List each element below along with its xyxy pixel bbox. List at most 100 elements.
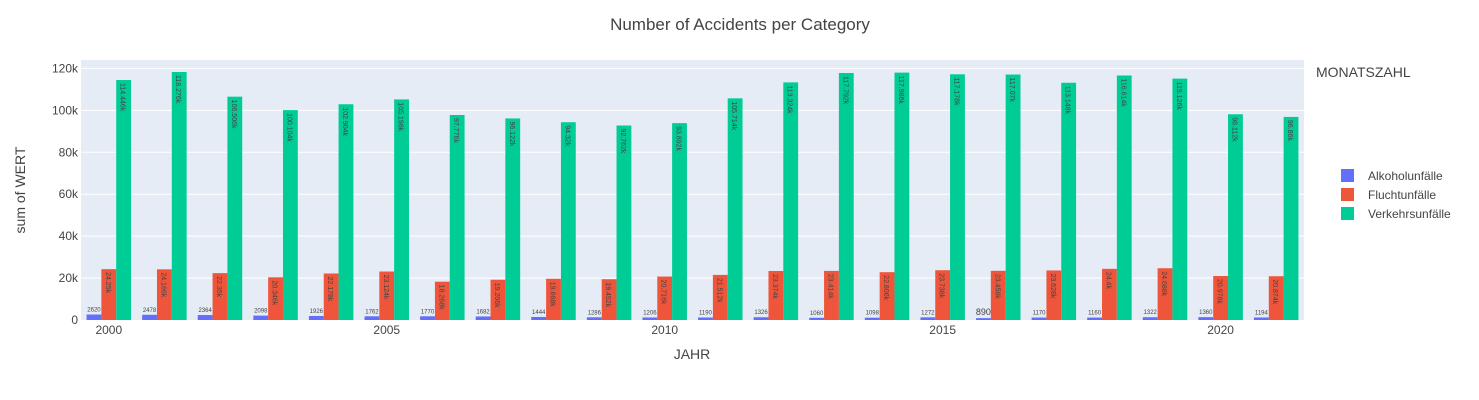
bar[interactable] (935, 270, 951, 320)
bar[interactable] (475, 316, 491, 320)
bar[interactable] (698, 317, 713, 320)
bar[interactable] (809, 317, 825, 320)
bar[interactable] (1157, 268, 1173, 320)
bar[interactable] (86, 314, 102, 320)
bar[interactable] (864, 317, 880, 320)
bar[interactable] (1142, 317, 1158, 320)
x-tick-label: 2015 (929, 323, 956, 337)
bar[interactable] (434, 281, 450, 320)
bar[interactable] (1213, 276, 1229, 320)
bar[interactable] (1268, 276, 1284, 320)
bar[interactable] (1253, 317, 1269, 320)
bar[interactable] (672, 123, 687, 321)
data-label: 19.206k (493, 283, 500, 308)
data-label: 2478 (143, 308, 157, 314)
bar[interactable] (976, 318, 991, 320)
data-label: 114.446k (119, 83, 126, 112)
data-label: 24.166k (159, 272, 166, 297)
bar[interactable] (142, 314, 157, 320)
data-label: 113.148k (1064, 86, 1071, 115)
legend-swatch (1341, 207, 1354, 220)
bar[interactable] (394, 99, 409, 320)
bar[interactable] (1061, 82, 1077, 320)
bar[interactable] (1283, 116, 1299, 320)
data-label: 24.25k (104, 272, 111, 294)
bar[interactable] (894, 72, 910, 320)
data-label: 117.986k (897, 76, 904, 105)
data-label: 106.506k (230, 100, 237, 129)
bar[interactable] (783, 82, 799, 320)
bar[interactable] (227, 96, 243, 320)
bar[interactable] (338, 104, 354, 320)
bar[interactable] (838, 73, 854, 320)
data-label: 20.716k (660, 280, 667, 305)
chart-title: Number of Accidents per Category (610, 15, 870, 34)
legend-item[interactable]: Alkoholunfälle (1341, 169, 1443, 183)
bar[interactable] (253, 315, 269, 320)
bar[interactable] (616, 125, 632, 321)
legend-item[interactable]: Verkehrsunfälle (1341, 207, 1451, 221)
bar[interactable] (212, 273, 228, 320)
bar[interactable] (1198, 317, 1214, 320)
bar[interactable] (950, 74, 965, 320)
bar[interactable] (920, 317, 936, 320)
y-axis-ticks: 0 20k 40k 60k 80k 100k 120k (52, 61, 79, 327)
bar[interactable] (156, 269, 172, 320)
data-label: 116.614k (1119, 78, 1126, 107)
data-label: 1762 (365, 309, 379, 315)
bar[interactable] (531, 316, 547, 320)
data-label: 118.276k (174, 75, 181, 104)
bar[interactable] (449, 114, 465, 320)
data-label: 1160 (1088, 311, 1102, 317)
bar[interactable] (601, 279, 617, 320)
y-tick-label: 80k (59, 145, 79, 159)
bar[interactable] (1087, 317, 1103, 320)
legend-label: Alkoholunfälle (1368, 169, 1443, 183)
bar[interactable] (308, 315, 324, 320)
bar[interactable] (323, 273, 339, 320)
data-label: 22.35k (215, 276, 222, 298)
bar[interactable] (712, 274, 728, 320)
data-label: 18.268k (437, 285, 444, 310)
bar[interactable] (171, 72, 187, 320)
bar[interactable] (990, 270, 1006, 320)
bar[interactable] (586, 317, 602, 320)
bar[interactable] (420, 316, 435, 320)
bar[interactable] (1046, 270, 1062, 320)
bar[interactable] (364, 316, 380, 320)
bar[interactable] (642, 317, 658, 320)
bar[interactable] (727, 98, 743, 320)
data-label: 1322 (1144, 310, 1158, 316)
bar[interactable] (1031, 317, 1047, 320)
bar[interactable] (1102, 268, 1117, 320)
bar[interactable] (879, 272, 895, 320)
bar[interactable] (546, 278, 561, 320)
data-label: 1098 (866, 311, 880, 317)
x-axis-ticks: 2000 2005 2010 2015 2020 (95, 323, 1234, 337)
bar[interactable] (768, 270, 784, 320)
bar[interactable] (268, 277, 283, 320)
data-label: 23.374k (771, 274, 778, 299)
bar[interactable] (824, 270, 839, 320)
bar[interactable] (379, 271, 395, 320)
bar[interactable] (753, 317, 769, 320)
legend-title: MONATSZAHL (1316, 64, 1411, 80)
bar[interactable] (116, 80, 132, 320)
data-label: 102.904k (341, 107, 348, 136)
data-label: 23.458k (993, 274, 1000, 299)
data-label: 1194 (1255, 310, 1269, 316)
bar[interactable] (490, 279, 506, 320)
bar[interactable] (560, 122, 576, 320)
bar[interactable] (1005, 74, 1021, 321)
bar[interactable] (657, 276, 673, 320)
bar[interactable] (1116, 75, 1132, 320)
bar[interactable] (101, 269, 117, 320)
bar[interactable] (197, 315, 213, 320)
legend-item[interactable]: Fluchtunfälle (1341, 188, 1436, 202)
bar[interactable] (1172, 78, 1188, 320)
data-label: 1272 (921, 310, 935, 316)
bar[interactable] (282, 110, 298, 320)
bar[interactable] (505, 118, 521, 320)
bar[interactable] (1228, 114, 1243, 321)
y-tick-label: 40k (59, 229, 79, 243)
